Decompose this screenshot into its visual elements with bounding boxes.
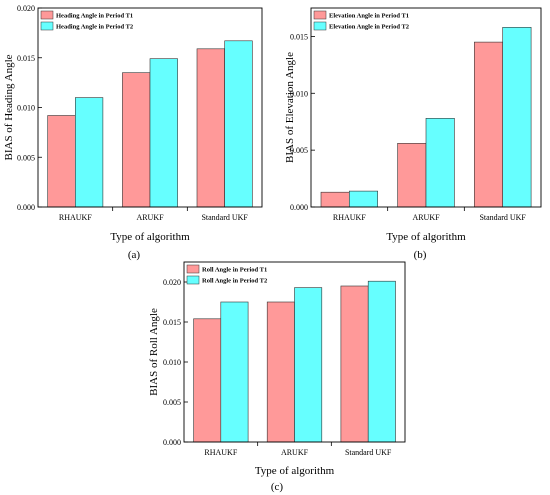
legend-label-t2: Elevation Angle in Period T2	[329, 24, 409, 31]
x-tick-label: ARUKF	[136, 213, 164, 222]
legend: Heading Angle in Period T1 Heading Angle …	[40, 10, 133, 31]
bar-standard-ukf-t2	[502, 26, 532, 208]
x-tick-label: Standard UKF	[345, 448, 392, 457]
bar-rhaukf-t2	[348, 190, 378, 208]
y-tick-label: 0.005	[17, 153, 35, 162]
bar-rhaukf-t1	[193, 318, 222, 443]
y-tick-label: 0.000	[163, 438, 181, 447]
bar-arukf-t2	[149, 58, 178, 208]
legend-label-t2: Heading Angle in Period T2	[56, 24, 133, 31]
legend-swatch-t1	[313, 10, 327, 20]
y-tick-label: 0.010	[163, 358, 181, 367]
bar-arukf-t1	[122, 72, 151, 208]
y-axis-label: BIAS of Heading Angle	[3, 54, 15, 160]
bar-standard-ukf-t1	[473, 41, 503, 208]
bar-standard-ukf-t2	[367, 280, 396, 443]
y-tick-label: 0.000	[17, 203, 35, 212]
x-axis-label: Type of algorithm	[110, 231, 190, 243]
bar-rhaukf-t2	[220, 301, 249, 443]
legend-label-t2: Roll Angle in Period T2	[202, 278, 267, 285]
y-tick-label: 0.020	[163, 278, 181, 287]
legend-swatch-t1	[40, 10, 54, 20]
bar-arukf-t1	[266, 301, 295, 443]
bar-arukf-t1	[397, 143, 427, 208]
legend-swatch-t2	[313, 21, 327, 31]
legend-swatch-t2	[40, 21, 54, 31]
legend: Elevation Angle in Period T1 Elevation An…	[313, 10, 409, 31]
x-tick-label: Standard UKF	[201, 213, 248, 222]
y-tick-label: 0.010	[17, 104, 35, 113]
bar-standard-ukf-t1	[340, 285, 369, 443]
bar-arukf-t2	[294, 287, 323, 443]
y-tick-label: 0.015	[17, 54, 35, 63]
legend-label-t1: Roll Angle in Period T1	[202, 267, 267, 274]
chart-2: 0.000 0.005 0.010 0.015 RHAUKF ARUKF Standard …	[284, 7, 542, 261]
bar-rhaukf-t2	[75, 97, 104, 208]
x-axis-label: Type of algorithm	[386, 231, 466, 243]
bar-rhaukf-t1	[320, 191, 350, 208]
figure-caption: (c)	[271, 481, 284, 493]
bar-arukf-t2	[425, 118, 455, 208]
legend-label-t1: Heading Angle in Period T1	[56, 13, 133, 20]
legend-swatch-t2	[186, 275, 200, 285]
y-tick-label: 0.020	[17, 4, 35, 13]
x-tick-label: RHAUKF	[59, 213, 92, 222]
plot-frame	[310, 7, 542, 208]
y-axis-label: BIAS of Roll Angle	[148, 308, 160, 396]
y-tick-label: 0.005	[290, 146, 308, 155]
plot-frame	[183, 261, 406, 443]
x-tick-label: ARUKF	[412, 213, 440, 222]
y-tick-label: 0.000	[290, 203, 308, 212]
x-tick-label: ARUKF	[281, 448, 309, 457]
bar-standard-ukf-t1	[196, 48, 225, 208]
figure-caption: (b)	[414, 249, 427, 261]
y-tick-label: 0.010	[290, 89, 308, 98]
x-axis-label: Type of algorithm	[255, 465, 335, 477]
legend: Roll Angle in Period T1 Roll Angle in Per…	[186, 264, 267, 285]
x-tick-label: Standard UKF	[479, 213, 526, 222]
chart-1: 0.000 0.005 0.010 0.015 0.020 RHAUKF ARUKF Stan…	[3, 4, 263, 261]
legend-label-t1: Elevation Angle in Period T1	[329, 13, 409, 20]
y-axis-label: BIAS of Elevation Angle	[284, 52, 296, 163]
y-tick-label: 0.015	[163, 318, 181, 327]
bar-standard-ukf-t2	[224, 40, 253, 208]
x-tick-label: RHAUKF	[204, 448, 237, 457]
legend-swatch-t1	[186, 264, 200, 274]
y-tick-label: 0.015	[290, 32, 308, 41]
figure-caption: (a)	[128, 249, 141, 261]
bar-rhaukf-t1	[47, 115, 76, 208]
y-tick-label: 0.005	[163, 398, 181, 407]
x-tick-label: RHAUKF	[333, 213, 366, 222]
chart-3: 0.000 0.005 0.010 0.015 0.020 RHAUKF ARUKF Stan…	[148, 261, 406, 493]
